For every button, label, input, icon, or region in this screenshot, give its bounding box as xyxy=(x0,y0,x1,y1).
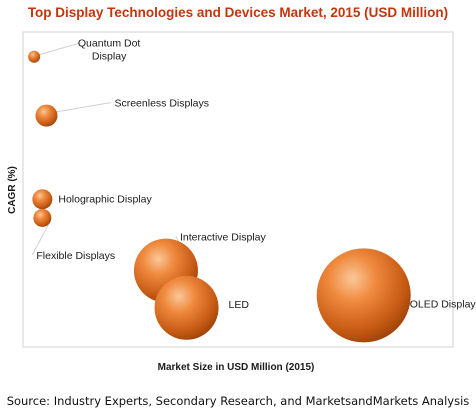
bubble-quantum-dot-display xyxy=(28,50,41,63)
label-led: LED xyxy=(229,299,250,311)
label-holographic-display: Holographic Display xyxy=(58,193,152,205)
source-note: Source: Industry Experts, Secondary Rese… xyxy=(6,394,470,408)
label-screenless-displays: Screenless Displays xyxy=(114,98,209,110)
label-oled-display: OLED Display xyxy=(410,298,476,310)
leader-line xyxy=(31,223,50,256)
plot-frame xyxy=(22,31,454,348)
bubble-screenless-displays xyxy=(35,104,58,127)
leader-line xyxy=(38,42,82,56)
label-flexible-displays: Flexible Displays xyxy=(36,250,115,262)
leader-line xyxy=(54,102,111,113)
y-axis-label: CAGR (%) xyxy=(7,166,18,214)
bubble-oled-display xyxy=(316,248,411,343)
x-axis-label: Market Size in USD Million (2015) xyxy=(158,362,315,373)
label-quantum-dot-display: Quantum Dot Display xyxy=(78,38,141,63)
bubble-flexible-displays xyxy=(33,208,52,227)
label-interactive-display: Interactive Display xyxy=(180,232,267,244)
bubble-holographic-display xyxy=(32,189,53,210)
bubble-led xyxy=(154,275,219,340)
chart-title: Top Display Technologies and Devices Mar… xyxy=(27,5,449,20)
